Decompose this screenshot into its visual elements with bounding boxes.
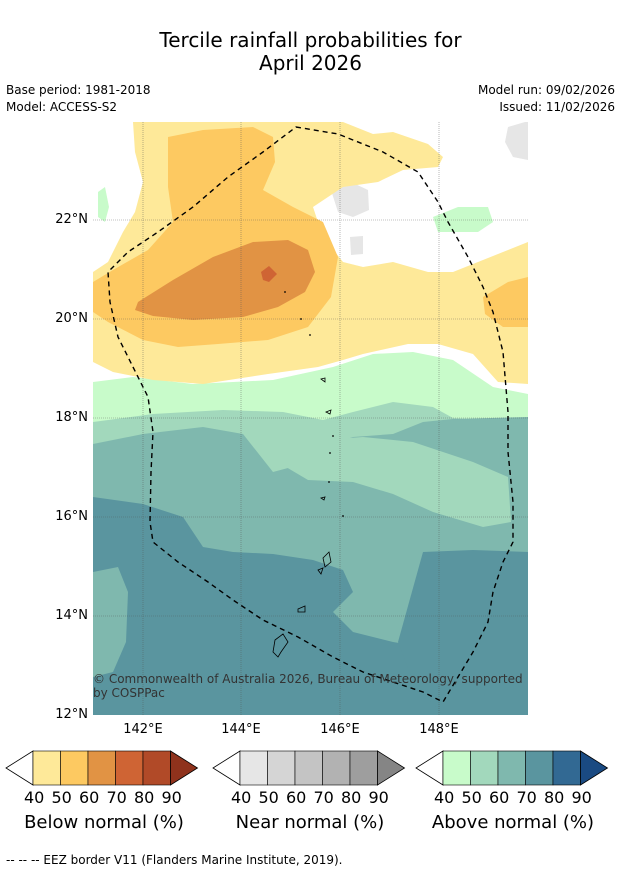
above-cb-swatch [470,750,499,786]
above-cb-swatch [552,750,581,786]
near-cb-tick: 70 [313,788,334,807]
below-cb-tick: 70 [106,788,127,807]
gridlines [93,122,528,715]
model-name: Model: ACCESS-S2 [6,100,118,114]
above-40-patch-w [98,187,109,222]
near-40-patch-1 [331,182,369,217]
above-cb-swatch [525,750,554,786]
below-cb-swatch [142,750,171,786]
rainfall-map [93,122,528,715]
above-cb-swatch [497,750,526,786]
near-cb-swatch [239,750,268,786]
above-40-patch-ne [433,207,493,232]
lat-label-20n: 20°N [55,311,88,326]
above-60-inner-cut [283,437,511,527]
near-40-patch-2 [350,236,363,255]
lat-label-14n: 14°N [55,608,88,623]
near-40-patch-3 [505,122,528,160]
below-50-patch-e [483,277,528,327]
above-cb-tick: 60 [489,788,510,807]
above-70-region-b [398,550,528,715]
lat-label-16n: 16°N [55,509,88,524]
base-period: Base period: 1981-2018 [6,83,151,97]
model-run: Model run: 09/02/2026 [477,83,615,97]
below-cb-swatch [60,750,89,786]
below-60-region [135,240,315,320]
near-cb-tick: 60 [286,788,307,807]
issued-date: Issued: 11/02/2026 [499,100,615,114]
near-cb-swatch [294,750,323,786]
lon-label-148e: 148°E [419,722,459,737]
below-cb-tick: 90 [161,788,182,807]
below-cb-swatch [87,750,116,786]
eez-border [107,126,514,703]
above-cb-tick: 70 [516,788,537,807]
below-normal-title: Below normal (%) [24,812,184,833]
above-cb-tick: 90 [571,788,592,807]
near-cb-extend-high [377,750,406,786]
near-normal-title: Near normal (%) [235,812,385,833]
lat-label-22n: 22°N [55,212,88,227]
near-cb-tick: 80 [341,788,362,807]
lat-label-12n: 12°N [55,707,88,722]
map-title-line1: Tercile rainfall probabilities for [159,28,462,52]
above-cb-tick: 80 [544,788,565,807]
above-cb-extend-high [580,750,609,786]
near-cb-swatch [349,750,378,786]
below-cb-tick: 50 [51,788,72,807]
island-dots [284,291,344,517]
below-cb-extend-low [5,750,34,786]
near-cb-tick: 40 [231,788,252,807]
lat-label-18n: 18°N [55,410,88,425]
eez-footer-note: -- -- -- EEZ border V11 (Flanders Marine… [6,853,343,867]
above-cb-tick: 40 [434,788,455,807]
map-title-line2: April 2026 [259,51,362,75]
near-cb-extend-low [212,750,241,786]
below-cb-extend-high [170,750,199,786]
lon-label-146e: 146°E [320,722,360,737]
below-cb-swatch [115,750,144,786]
near-cb-swatch [322,750,351,786]
lon-label-144e: 144°E [221,722,261,737]
islands [272,377,332,658]
below-cb-swatch [32,750,61,786]
above-normal-title: Above normal (%) [431,812,595,833]
colorbars [5,750,609,786]
copyright-notice: © Commonwealth of Australia 2026, Bureau… [93,672,523,700]
below-cb-tick: 80 [134,788,155,807]
near-cb-tick: 90 [368,788,389,807]
above-cb-tick: 50 [461,788,482,807]
below-cb-tick: 60 [79,788,100,807]
below-70-patch [261,266,277,282]
above-60-patch-sw [93,567,128,677]
below-cb-tick: 40 [24,788,45,807]
lon-label-142e: 142°E [123,722,163,737]
above-cb-swatch [442,750,471,786]
near-cb-swatch [267,750,296,786]
near-cb-tick: 50 [258,788,279,807]
above-cb-extend-low [415,750,444,786]
